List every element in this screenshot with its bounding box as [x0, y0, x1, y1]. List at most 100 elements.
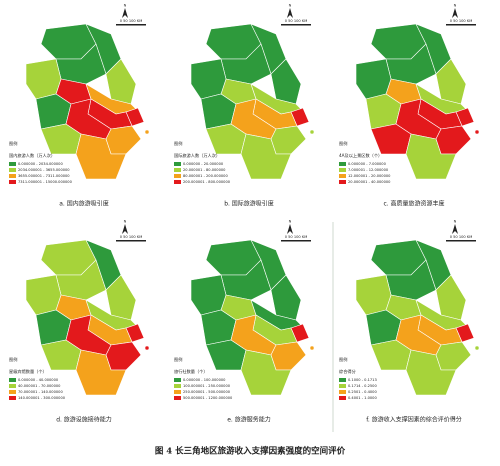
region	[270, 58, 302, 105]
legend-swatch	[339, 168, 346, 172]
island	[144, 345, 150, 351]
scale-label: 0 50 100 KM	[450, 235, 473, 239]
legend-label: 0.1000 - 0.1713	[348, 378, 377, 382]
legend-swatch	[339, 162, 346, 166]
region	[435, 274, 467, 321]
legend-swatch	[9, 390, 16, 394]
map	[25, 23, 150, 180]
scale-bar	[116, 240, 146, 242]
north-arrow	[452, 8, 458, 18]
panel-caption: b. 国际旅游吸引度	[224, 200, 274, 208]
legend-label: 250.000001 - 500.000000	[183, 390, 231, 394]
legend-swatch	[339, 174, 346, 178]
panel-caption: c. 高质量旅游资源丰度	[383, 200, 444, 208]
legend-swatch	[9, 396, 16, 400]
region	[270, 274, 302, 321]
panel-caption: d. 旅游设施接待能力	[56, 416, 112, 424]
legend-header: 图例	[339, 140, 347, 147]
region	[435, 58, 467, 105]
legend-label: 0.4001 - 1.0000	[348, 396, 377, 400]
legend-swatch	[339, 180, 346, 184]
north-arrow	[122, 224, 128, 234]
north-arrow	[452, 224, 458, 234]
legend-swatch	[174, 396, 181, 400]
island	[474, 129, 480, 135]
legend-label: 0.2501 - 0.4000	[348, 390, 377, 394]
region	[105, 58, 137, 105]
region	[240, 349, 292, 396]
north-label: N	[124, 4, 127, 8]
legend-swatch	[339, 384, 346, 388]
legend-label: 12.000001 - 20.000000	[348, 174, 391, 178]
panel-caption: e. 旅游服务能力	[227, 416, 271, 424]
scale-bar	[281, 24, 311, 26]
legend-label: 0.000000 - 7.000000	[348, 162, 387, 166]
legend-swatch	[174, 180, 181, 184]
figure-caption: 图 4 长三角地区旅游收入支撑因素强度的空间评价	[155, 446, 346, 457]
scale-label: 0 50 100 KM	[285, 19, 308, 23]
island	[309, 129, 315, 135]
scale-bar	[446, 240, 476, 242]
panel-caption: f. 旅游收入支撑因素的综合评价得分	[366, 416, 462, 424]
legend-label: 7.000001 - 12.000000	[348, 168, 389, 172]
legend-swatch	[9, 174, 16, 178]
scale-label: 0 50 100 KM	[120, 19, 143, 23]
legend-header: 图例	[339, 356, 347, 363]
legend-swatch	[339, 378, 346, 382]
scale-label: 0 50 100 KM	[450, 19, 473, 23]
legend-swatch	[174, 384, 181, 388]
legend-header: 图例	[174, 356, 182, 363]
legend-swatch	[174, 162, 181, 166]
legend-swatch	[9, 162, 16, 166]
north-label: N	[454, 220, 457, 224]
legend-label: 40.000001 - 70.000000	[18, 384, 61, 388]
north-label: N	[289, 220, 292, 224]
scale-bar	[446, 24, 476, 26]
legend-swatch	[9, 180, 16, 184]
island	[474, 345, 480, 351]
north-label: N	[454, 4, 457, 8]
legend-swatch	[9, 168, 16, 172]
legend-title: 旅行社数量（个）	[174, 368, 208, 375]
legend-label: 0.000000 - 40.000000	[18, 378, 59, 382]
legend-swatch	[174, 378, 181, 382]
map	[190, 23, 315, 180]
legend-swatch	[9, 378, 16, 382]
region	[405, 349, 457, 396]
legend-label: 100.000001 - 250.000000	[183, 384, 231, 388]
legend-swatch	[339, 396, 346, 400]
map	[25, 239, 150, 396]
legend-label: 0.000000 - 2034.000000	[18, 162, 63, 166]
scale-bar	[116, 24, 146, 26]
legend-swatch	[9, 384, 16, 388]
scale-bar	[281, 240, 311, 242]
region	[405, 133, 457, 180]
map-panel: N 0 50 100 KM 图例 4A及以上景区数（个） 0.000000 - 7.00…	[339, 4, 480, 208]
legend-title: 4A及以上景区数（个）	[339, 152, 382, 159]
north-arrow	[287, 8, 293, 18]
region	[105, 274, 137, 321]
legend-header: 图例	[9, 140, 17, 147]
legend-label: 20.000001 - 40.000000	[348, 180, 391, 184]
legend-label: 140.000001 - 300.000000	[18, 396, 66, 400]
island	[309, 345, 315, 351]
legend-swatch	[174, 174, 181, 178]
north-label: N	[289, 4, 292, 8]
legend-swatch	[339, 390, 346, 394]
legend-title: 国际旅游人数（万人次）	[174, 152, 220, 159]
legend-label: 70.000001 - 140.000000	[18, 390, 63, 394]
legend-label: 0.1714 - 0.2500	[348, 384, 377, 388]
north-arrow	[122, 8, 128, 18]
legend-label: 200.000001 - 800.000000	[183, 180, 231, 184]
legend-label: 7311.000001 - 15000.000000	[18, 180, 73, 184]
legend-title: 国内旅游人数（万人次）	[9, 152, 55, 159]
island	[144, 129, 150, 135]
legend-title: 综合得分	[339, 368, 357, 375]
legend-swatch	[174, 168, 181, 172]
